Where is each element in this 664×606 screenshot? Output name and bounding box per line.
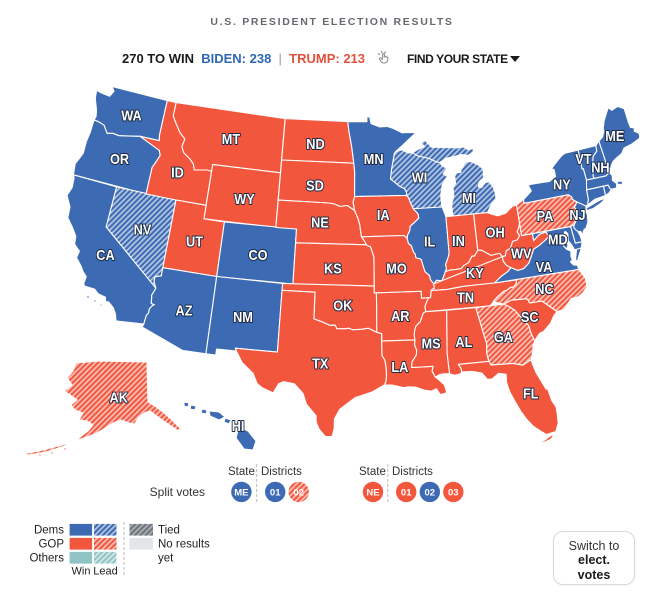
svg-text:Dems: Dems [34,525,64,537]
svg-text:TN: TN [457,288,474,305]
svg-text:VT: VT [575,150,592,167]
svg-text:WA: WA [121,107,142,124]
svg-text:02: 02 [293,487,304,498]
svg-text:01: 01 [401,487,412,498]
svg-text:ME: ME [605,127,624,144]
svg-text:NV: NV [134,221,152,238]
svg-text:ID: ID [171,164,184,181]
svg-text:ND: ND [306,135,324,152]
svg-text:OH: OH [486,224,505,241]
svg-text:OK: OK [333,297,352,314]
svg-text:WV: WV [511,244,532,261]
svg-text:IN: IN [452,232,465,249]
svg-text:SD: SD [306,177,324,194]
svg-text:AR: AR [391,307,409,324]
svg-text:03: 03 [448,487,459,498]
svg-text:TX: TX [312,355,329,372]
svg-text:LA: LA [391,358,408,375]
svg-text:WY: WY [234,190,255,207]
svg-text:OR: OR [110,150,129,167]
svg-text:AZ: AZ [176,302,193,319]
svg-text:HI: HI [232,417,245,434]
svg-text:PA: PA [537,207,554,224]
svg-text:Districts: Districts [261,466,302,478]
svg-text:NM: NM [233,308,253,325]
svg-text:State: State [228,466,255,478]
svg-text:UT: UT [186,233,203,250]
svg-text:IA: IA [377,206,390,223]
svg-text:02: 02 [425,487,436,498]
svg-text:NH: NH [591,158,609,175]
svg-text:NE: NE [366,487,379,498]
svg-text:MO: MO [386,259,407,276]
svg-text:IL: IL [424,232,436,249]
svg-text:NJ: NJ [569,206,585,223]
svg-text:No results: No results [158,539,210,551]
svg-text:01: 01 [270,487,281,498]
svg-text:ME: ME [234,487,248,498]
svg-text:CA: CA [96,246,114,263]
svg-text:KY: KY [466,264,484,281]
svg-text:Win: Win [72,566,91,578]
svg-text:NY: NY [553,176,571,193]
svg-text:NC: NC [535,280,553,297]
svg-text:MS: MS [421,334,440,351]
svg-text:yet: yet [158,553,174,565]
svg-text:SC: SC [521,308,539,325]
svg-text:MD: MD [548,230,568,247]
svg-text:AL: AL [455,333,472,350]
svg-text:MT: MT [222,130,241,147]
svg-text:Split votes: Split votes [150,485,205,499]
svg-text:WI: WI [412,169,428,186]
svg-text:Others: Others [29,553,64,565]
svg-text:AK: AK [109,388,127,405]
svg-text:State: State [359,466,386,478]
svg-text:MN: MN [364,150,384,167]
svg-text:Tied: Tied [158,525,180,537]
svg-text:NE: NE [311,214,329,231]
svg-text:MI: MI [462,189,476,206]
svg-text:CO: CO [248,246,267,263]
svg-text:GA: GA [494,328,513,345]
svg-text:VA: VA [536,258,553,275]
svg-text:Lead: Lead [93,566,117,578]
svg-text:FL: FL [523,384,539,401]
svg-text:KS: KS [324,259,342,276]
svg-text:GOP: GOP [38,539,64,551]
svg-text:Districts: Districts [392,466,433,478]
